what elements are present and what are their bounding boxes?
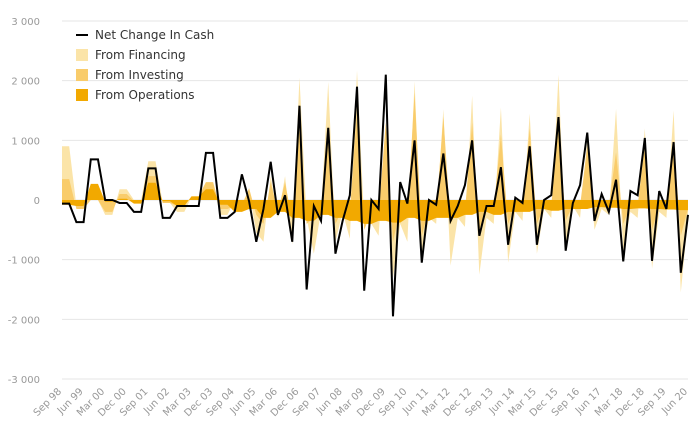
y-tick-label: -2 000 [8, 315, 40, 326]
y-axis: 3 000 2 000 1 000 0 -1 000 -2 000 -3 000 [8, 17, 40, 386]
legend-color-swatch [76, 69, 88, 81]
y-tick-label: 3 000 [11, 17, 40, 28]
legend-label: From Investing [95, 68, 184, 82]
x-tick-label: Sep 98 [32, 386, 64, 418]
legend-label: Net Change In Cash [95, 28, 214, 42]
y-tick-label: 1 000 [11, 136, 40, 147]
y-tick-label: 0 [34, 196, 40, 207]
legend-label: From Financing [95, 48, 186, 62]
y-tick-label: 2 000 [11, 77, 40, 88]
legend-color-swatch [76, 89, 88, 101]
line-series-group [62, 74, 689, 317]
legend-item[interactable]: Net Change In Cash [76, 28, 214, 42]
y-tick-label: -1 000 [8, 256, 40, 267]
legend-label: From Operations [95, 88, 195, 102]
legend[interactable]: Net Change In Cash From Financing From Inv… [76, 28, 214, 102]
legend-item[interactable]: From Financing [76, 48, 186, 62]
y-tick-label: -3 000 [8, 375, 40, 386]
legend-item[interactable]: From Investing [76, 68, 184, 82]
legend-color-swatch [76, 49, 88, 61]
legend-item[interactable]: From Operations [76, 88, 195, 102]
net-change-line [62, 74, 689, 317]
